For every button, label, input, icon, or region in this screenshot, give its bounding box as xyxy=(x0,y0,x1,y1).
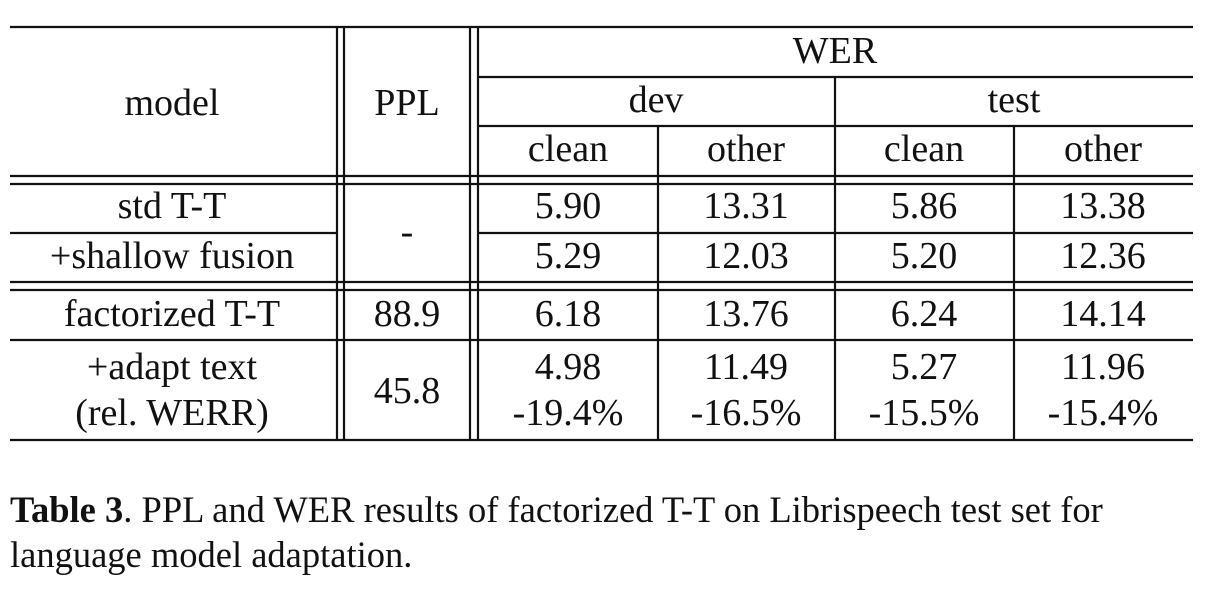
cell-test-other-rel: -15.4% xyxy=(1048,392,1159,434)
cell-model: std T-T xyxy=(118,185,227,227)
cell-model: +adapt text xyxy=(87,346,258,388)
cell-test-other: 11.96 xyxy=(1061,346,1145,388)
header-dev-other: other xyxy=(707,128,785,170)
cell-dev-other-rel: -16.5% xyxy=(691,392,802,434)
cell-test-other: 14.14 xyxy=(1060,293,1146,335)
header-test-other: other xyxy=(1064,128,1142,170)
cell-model: +shallow fusion xyxy=(50,235,294,277)
cell-dev-clean: 5.90 xyxy=(535,185,602,227)
cell-test-clean: 6.24 xyxy=(891,293,958,335)
cell-test-other: 13.38 xyxy=(1060,185,1146,227)
table-rules xyxy=(10,25,1193,442)
cell-dev-other: 13.76 xyxy=(703,293,789,335)
cell-test-other: 12.36 xyxy=(1060,235,1146,277)
cell-dev-clean: 5.29 xyxy=(535,235,602,277)
cell-test-clean: 5.86 xyxy=(891,185,958,227)
cell-dev-other: 11.49 xyxy=(704,346,788,388)
header-wer: WER xyxy=(793,30,878,72)
cell-model: factorized T-T xyxy=(64,293,280,335)
cell-dev-other: 12.03 xyxy=(703,235,789,277)
caption-text: . PPL and WER results of factorized T-T … xyxy=(10,489,1103,575)
cell-model-line2: (rel. WERR) xyxy=(75,392,268,434)
cell-test-clean-rel: -15.5% xyxy=(869,392,980,434)
results-table: model PPL WER dev test clean other clean… xyxy=(10,25,1193,442)
cell-dev-other: 13.31 xyxy=(703,185,789,227)
cell-dev-clean: 6.18 xyxy=(535,293,602,335)
cell-dev-clean: 4.98 xyxy=(535,346,602,388)
cell-dev-clean-rel: -19.4% xyxy=(513,392,624,434)
caption-label: Table 3 xyxy=(10,489,124,530)
header-test: test xyxy=(988,79,1041,121)
cell-ppl: - xyxy=(401,211,414,253)
cell-test-clean: 5.27 xyxy=(891,346,958,388)
table-caption: Table 3. PPL and WER results of factoriz… xyxy=(10,487,1206,577)
cell-ppl: 88.9 xyxy=(374,293,441,335)
header-test-clean: clean xyxy=(884,128,964,170)
header-dev-clean: clean xyxy=(528,128,608,170)
header-dev: dev xyxy=(629,79,684,121)
header-model: model xyxy=(125,82,220,124)
cell-ppl: 45.8 xyxy=(374,370,441,412)
cell-test-clean: 5.20 xyxy=(891,235,958,277)
header-ppl: PPL xyxy=(374,82,439,124)
